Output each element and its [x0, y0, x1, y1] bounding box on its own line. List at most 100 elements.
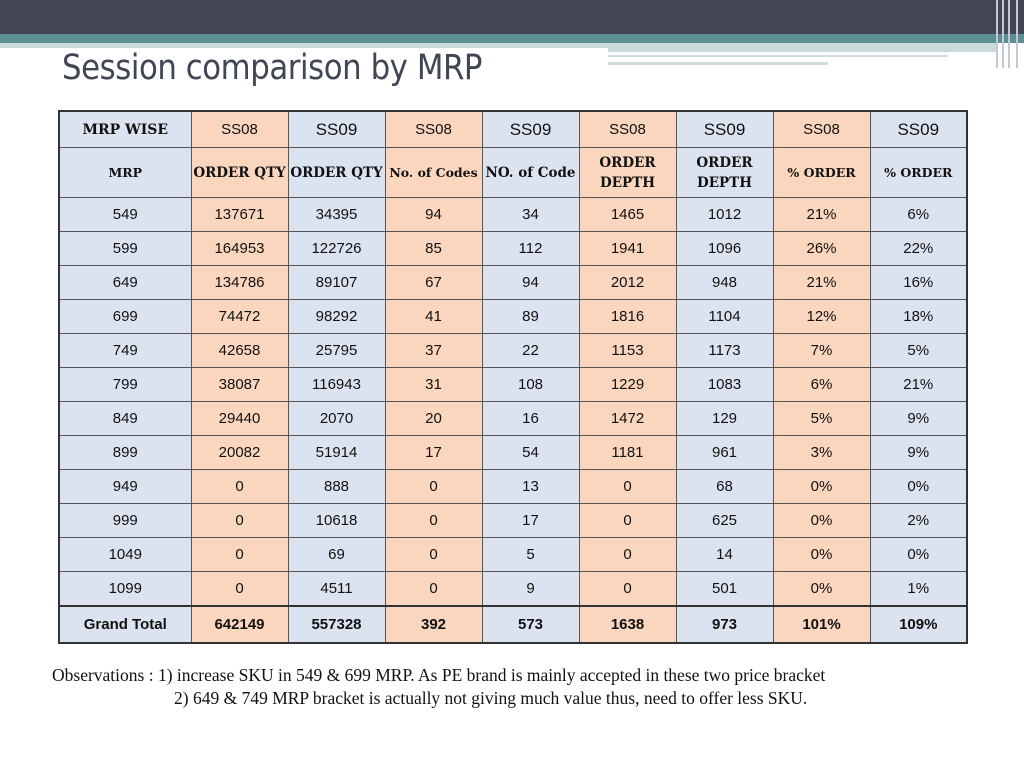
table-cell: 9 — [481, 571, 580, 607]
table-cell: 22% — [869, 231, 968, 266]
table-cell: 0% — [869, 537, 968, 572]
table-row: 649 134786 89107 67 94 2012 948 21% 16% — [58, 265, 968, 300]
header-cell: SS08 — [772, 110, 871, 148]
decorative-stripes — [994, 0, 1024, 68]
table-cell: 22 — [481, 333, 580, 368]
table-cell: 0 — [190, 571, 289, 607]
table-cell: 1173 — [675, 333, 774, 368]
header-cell: ORDER QTY — [287, 147, 386, 198]
mrp-cell: 699 — [58, 299, 192, 334]
table-cell: 89107 — [287, 265, 386, 300]
table-cell: 2% — [869, 503, 968, 538]
table-cell: 5 — [481, 537, 580, 572]
table-cell: 51914 — [287, 435, 386, 470]
table-cell: 1465 — [578, 197, 677, 232]
grand-total-row: Grand Total 642149 557328 392 573 1638 973 101%… — [58, 605, 968, 644]
table-cell: 501 — [675, 571, 774, 607]
total-cell: 101% — [772, 605, 871, 644]
table-cell: 21% — [772, 265, 871, 300]
table-cell: 94 — [481, 265, 580, 300]
table-cell: 1096 — [675, 231, 774, 266]
table-cell: 2070 — [287, 401, 386, 436]
table-cell: 1% — [869, 571, 968, 607]
header-cell: No. of Codes — [384, 147, 483, 198]
table-header-metric-row: MRP ORDER QTY ORDER QTY No. of Codes NO. of … — [58, 147, 968, 198]
observation-line-1: Observations : 1) increase SKU in 549 & … — [52, 665, 826, 685]
total-cell: 392 — [384, 605, 483, 644]
header-cell: SS09 — [481, 110, 580, 148]
header-cell: % ORDER — [772, 147, 871, 198]
header-cell: SS08 — [384, 110, 483, 148]
table-row: 699 74472 98292 41 89 1816 1104 12% 18% — [58, 299, 968, 334]
table-cell: 134786 — [190, 265, 289, 300]
table-cell: 137671 — [190, 197, 289, 232]
table-cell: 1104 — [675, 299, 774, 334]
observation-line-2: 2) 649 & 749 MRP bracket is actually not… — [174, 688, 808, 708]
table-cell: 1941 — [578, 231, 677, 266]
table-cell: 10618 — [287, 503, 386, 538]
table-cell: 12% — [772, 299, 871, 334]
table-cell: 1012 — [675, 197, 774, 232]
table-row: 949 0 888 0 13 0 68 0% 0% — [58, 469, 968, 504]
total-cell: 109% — [869, 605, 968, 644]
teal-accent-bar — [0, 34, 1024, 43]
table-cell: 0 — [190, 503, 289, 538]
header-cell: ORDER QTY — [190, 147, 289, 198]
table-cell: 21% — [772, 197, 871, 232]
table-row: 599 164953 122726 85 112 1941 1096 26% 22% — [58, 231, 968, 266]
table-cell: 25795 — [287, 333, 386, 368]
table-row: 899 20082 51914 17 54 1181 961 3% 9% — [58, 435, 968, 470]
table-cell: 0 — [578, 571, 677, 607]
total-cell: 573 — [481, 605, 580, 644]
mrp-cell: 899 — [58, 435, 192, 470]
table-cell: 9% — [869, 401, 968, 436]
total-cell: 1638 — [578, 605, 677, 644]
header-cell: ORDER DEPTH — [675, 147, 774, 198]
accent-band-right — [608, 43, 998, 52]
table-cell: 0 — [578, 503, 677, 538]
header-cell: MRP — [58, 147, 192, 198]
table-cell: 16 — [481, 401, 580, 436]
total-cell: 557328 — [287, 605, 386, 644]
table-cell: 1083 — [675, 367, 774, 402]
mrp-cell: 949 — [58, 469, 192, 504]
table-cell: 21% — [869, 367, 968, 402]
table-row: 1099 0 4511 0 9 0 501 0% 1% — [58, 571, 968, 607]
table-cell: 7% — [772, 333, 871, 368]
mrp-cell: 749 — [58, 333, 192, 368]
table-cell: 1153 — [578, 333, 677, 368]
table-cell: 116943 — [287, 367, 386, 402]
table-cell: 20 — [384, 401, 483, 436]
table-cell: 9% — [869, 435, 968, 470]
table-cell: 98292 — [287, 299, 386, 334]
table-cell: 13 — [481, 469, 580, 504]
table-cell: 14 — [675, 537, 774, 572]
table-cell: 29440 — [190, 401, 289, 436]
grand-total-label: Grand Total — [58, 605, 192, 644]
table-cell: 34395 — [287, 197, 386, 232]
table-cell: 5% — [772, 401, 871, 436]
table-cell: 948 — [675, 265, 774, 300]
mrp-cell: 599 — [58, 231, 192, 266]
table-cell: 6% — [869, 197, 968, 232]
table-cell: 1816 — [578, 299, 677, 334]
table-cell: 1229 — [578, 367, 677, 402]
table-row: 849 29440 2070 20 16 1472 129 5% 9% — [58, 401, 968, 436]
table-row: 799 38087 116943 31 108 1229 1083 6% 21% — [58, 367, 968, 402]
accent-line — [608, 62, 828, 65]
total-cell: 973 — [675, 605, 774, 644]
table-cell: 85 — [384, 231, 483, 266]
table-cell: 0 — [384, 537, 483, 572]
table-cell: 0 — [578, 537, 677, 572]
table-cell: 34 — [481, 197, 580, 232]
mrp-cell: 799 — [58, 367, 192, 402]
mrp-cell: 549 — [58, 197, 192, 232]
table-cell: 54 — [481, 435, 580, 470]
table-cell: 122726 — [287, 231, 386, 266]
header-cell: ORDER DEPTH — [578, 147, 677, 198]
table-row: 999 0 10618 0 17 0 625 0% 2% — [58, 503, 968, 538]
header-cell: MRP WISE — [58, 110, 192, 148]
table-cell: 2012 — [578, 265, 677, 300]
table-cell: 26% — [772, 231, 871, 266]
mrp-cell: 1049 — [58, 537, 192, 572]
